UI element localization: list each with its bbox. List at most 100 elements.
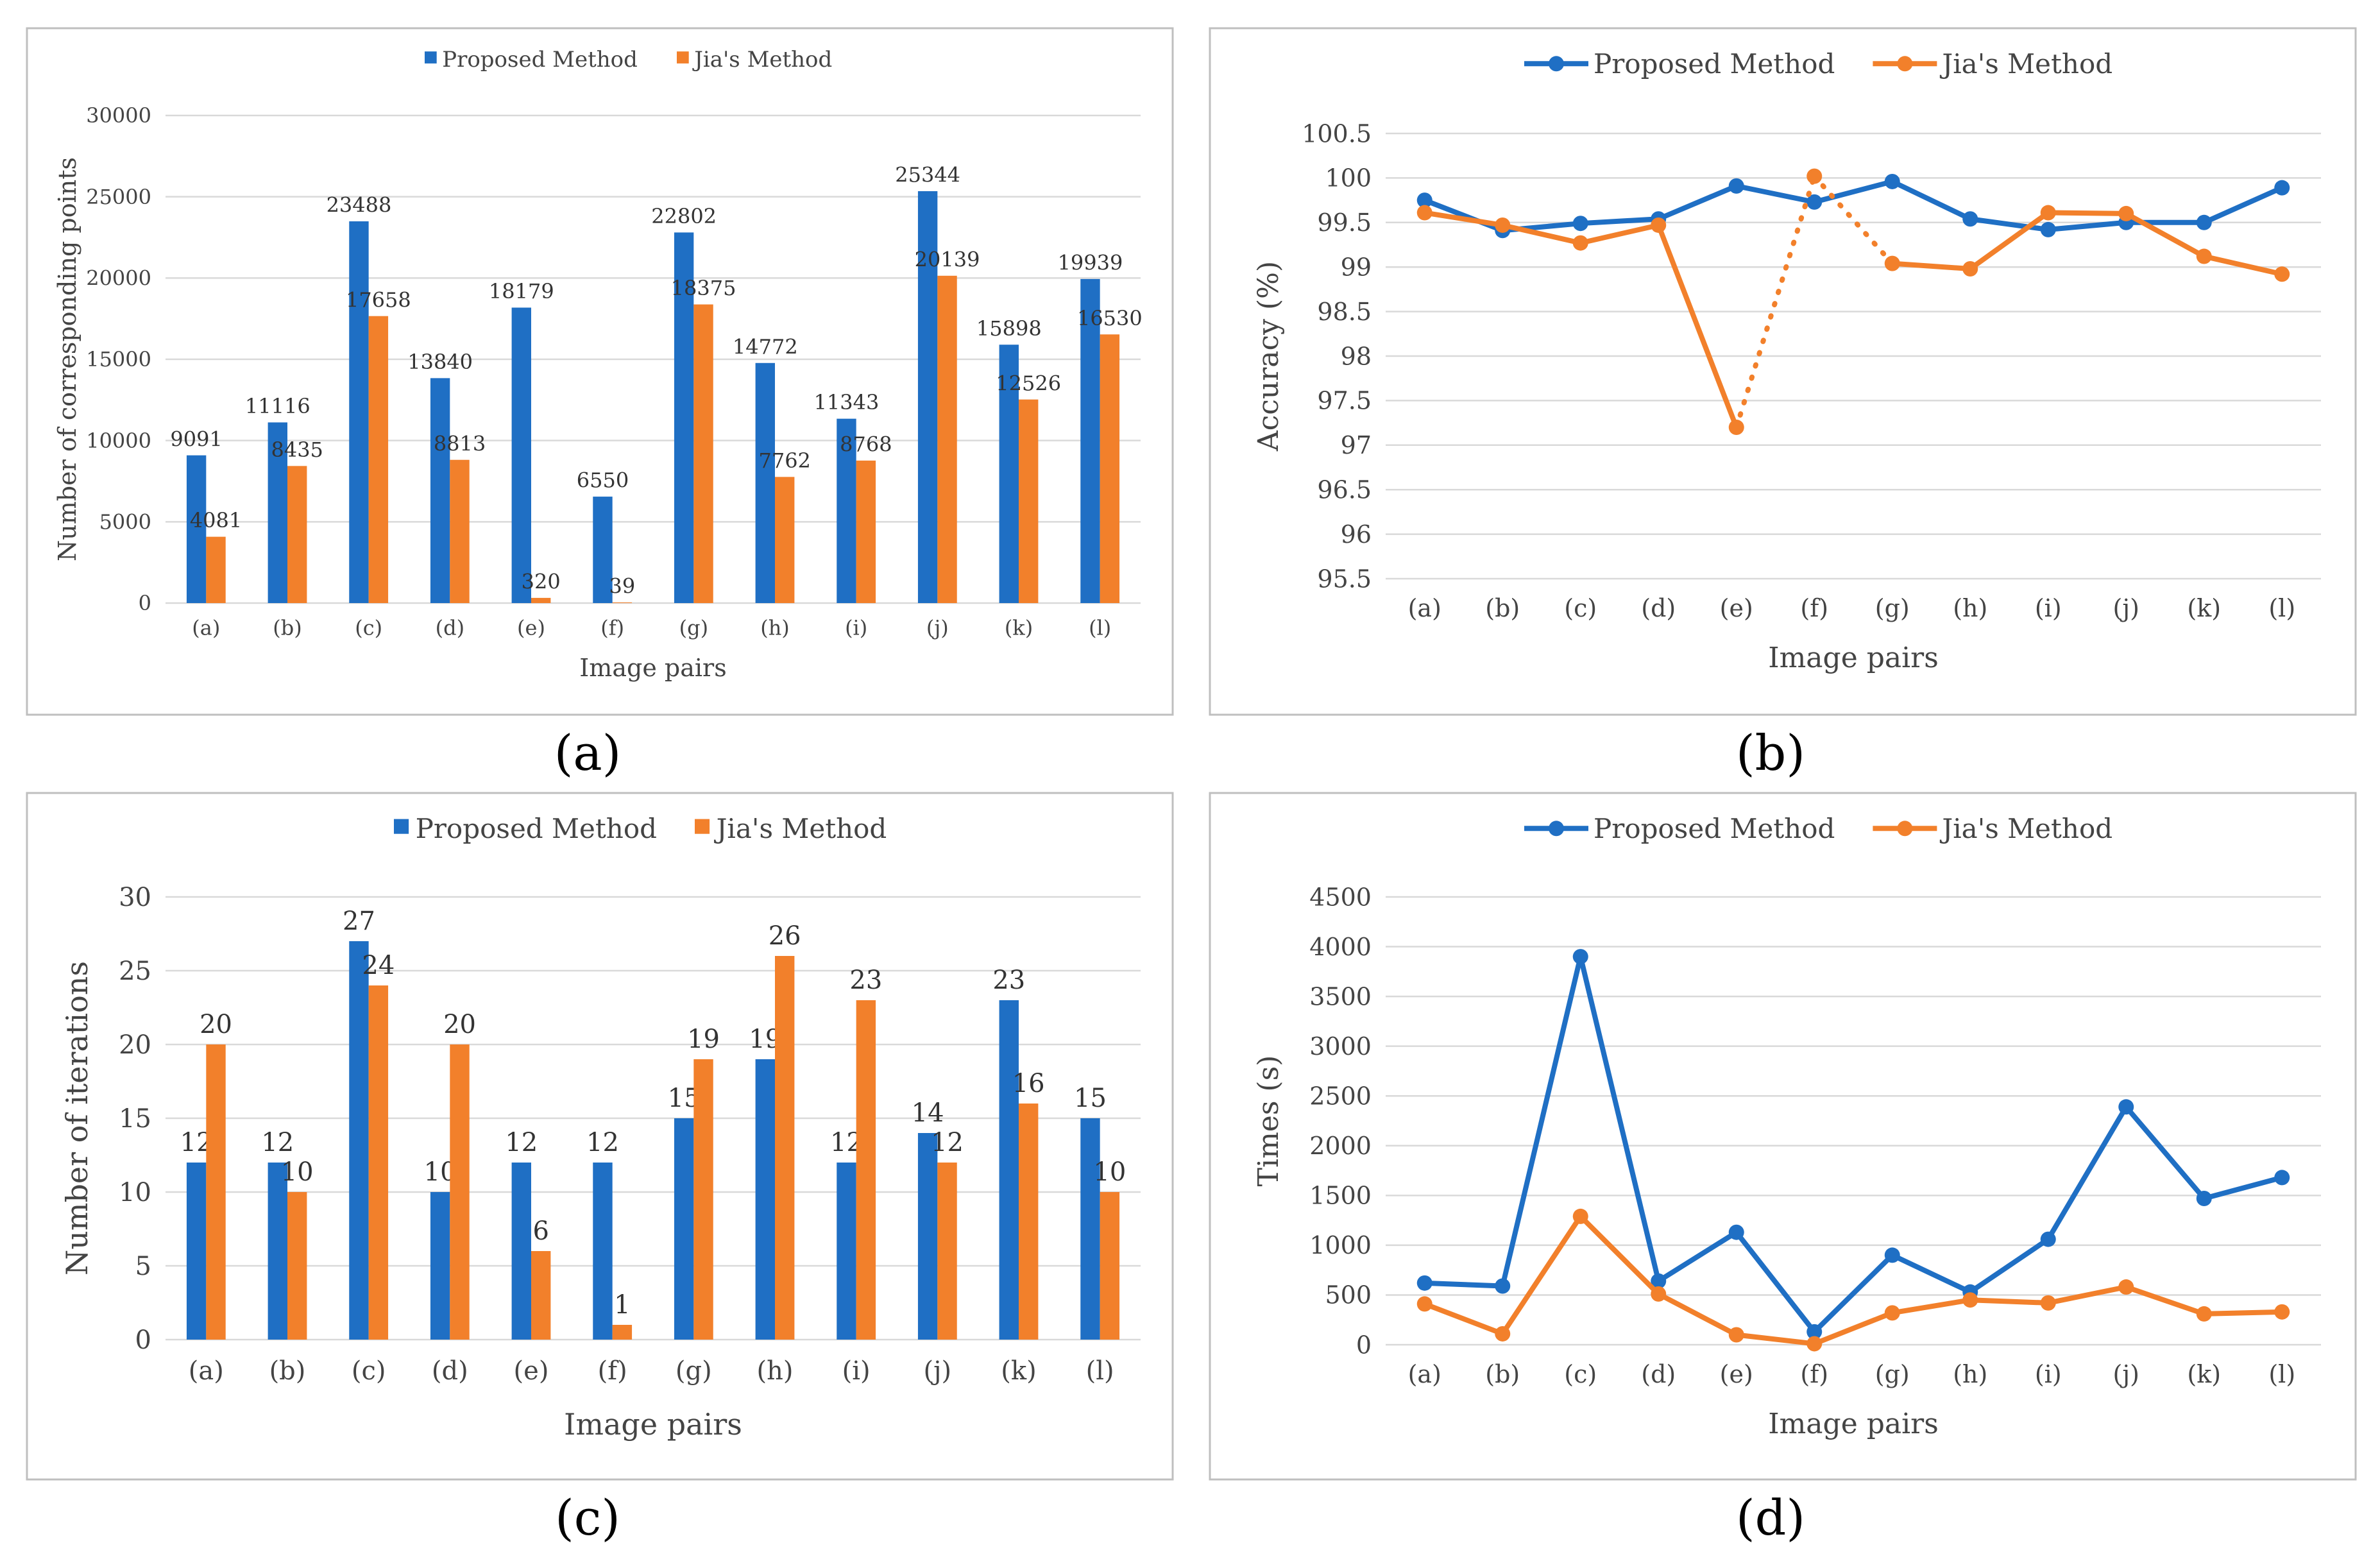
x-tick-label: (g) (1875, 594, 1910, 622)
data-point (1495, 217, 1511, 233)
data-point (1728, 420, 1744, 436)
x-axis-title: Image pairs (1768, 642, 1939, 674)
x-tick-label: (h) (1953, 1360, 1987, 1388)
data-point (1884, 173, 1900, 189)
data-point (1728, 1224, 1744, 1240)
y-tick-label: 99.5 (1317, 209, 1372, 237)
data-point (1572, 1208, 1588, 1224)
data-point (1884, 1247, 1900, 1263)
data-label: 16530 (1077, 306, 1143, 330)
x-tick-label: (f) (1800, 1360, 1828, 1388)
x-tick-label: (f) (598, 1356, 627, 1386)
data-label: 14 (912, 1098, 944, 1128)
data-point (1962, 211, 1978, 227)
data-label: 27 (343, 907, 375, 936)
bar (937, 275, 957, 603)
y-tick-label: 100.5 (1302, 119, 1372, 148)
series-line-segment (1812, 1310, 1895, 1347)
y-tick-label: 0 (1356, 1331, 1372, 1359)
data-label: 18375 (671, 276, 736, 300)
y-tick-label: 3500 (1309, 982, 1372, 1010)
data-label: 8435 (271, 438, 323, 462)
x-tick-label: (d) (1641, 594, 1676, 622)
x-tick-label: (l) (2268, 594, 2295, 622)
series-line-segment (2123, 1104, 2207, 1201)
x-axis-title: Image pairs (579, 654, 726, 682)
data-point (1495, 1325, 1511, 1342)
data-point (1495, 1278, 1511, 1294)
bar (593, 497, 613, 603)
chart-c: 0 5 10 15 20 25 30 (a) (b) (c) (d) (e) (f) (g) (h) (i) (… (60, 813, 1141, 1442)
bar (856, 460, 876, 603)
data-label: 1 (614, 1290, 630, 1320)
bar (937, 1163, 957, 1340)
data-point (1962, 260, 1978, 277)
chart-a: 0 5000 10000 15000 20000 25000 30000 (a) (b) (c) (… (53, 47, 1143, 682)
x-tick-label: (d) (436, 616, 464, 640)
data-label: 12 (261, 1128, 294, 1157)
y-tick-label: 30000 (86, 103, 151, 128)
data-point (2040, 221, 2056, 237)
y-tick-label: 1000 (1309, 1231, 1372, 1259)
y-tick-label: 96 (1341, 520, 1372, 549)
bar (450, 1044, 470, 1340)
x-tick-label: (b) (1485, 1360, 1520, 1388)
bar (755, 362, 775, 603)
data-point (1572, 949, 1588, 965)
bar (674, 232, 694, 603)
series-line-segment (1577, 222, 1662, 246)
legend-marker (1897, 821, 1913, 837)
data-point (2040, 1231, 2056, 1247)
y-tick-label: 97 (1341, 431, 1372, 459)
bar (1080, 1118, 1100, 1340)
x-tick-label: (c) (1564, 1360, 1597, 1388)
y-tick-label: 10 (119, 1178, 151, 1207)
x-tick-label: (e) (1720, 1360, 1753, 1388)
x-tick-label: (b) (1485, 594, 1520, 622)
bar (837, 1163, 856, 1340)
series-line-segment (2045, 219, 2129, 232)
y-tick-label: 25 (119, 957, 151, 986)
series-line-segment (1422, 1301, 1506, 1336)
y-tick-label: 10000 (86, 429, 151, 453)
series-line-segment (2123, 1284, 2207, 1317)
series-line-segment (1812, 1252, 1895, 1334)
bar (612, 1325, 633, 1340)
figure-label-d: (d) (1736, 1489, 1805, 1546)
data-label: 20139 (915, 247, 980, 271)
data-label: 25344 (895, 163, 960, 187)
legend-marker (1897, 56, 1913, 72)
x-tick-label: (e) (517, 616, 545, 640)
y-tick-label: 95.5 (1317, 565, 1372, 593)
y-tick-label: 5000 (99, 510, 151, 534)
x-tick-label: (l) (1086, 1356, 1114, 1386)
data-point (1806, 194, 1823, 210)
y-tick-label: 3000 (1309, 1032, 1372, 1061)
data-point (2118, 1099, 2134, 1115)
y-axis-title: Number of corresponding points (53, 157, 81, 561)
bar (511, 1163, 531, 1340)
series-line-segment (1889, 1252, 1973, 1295)
series-dotted-segment (1733, 173, 1817, 430)
data-point (1572, 216, 1588, 232)
data-point (1416, 1275, 1432, 1291)
bar (674, 1118, 694, 1340)
data-point (1884, 1305, 1900, 1321)
x-tick-label: (i) (842, 1356, 871, 1386)
series-line-segment (1889, 1297, 1973, 1316)
data-point (2118, 205, 2134, 221)
legend-label: Proposed Method (416, 813, 657, 844)
bar (917, 1133, 938, 1340)
data-point (2040, 1295, 2056, 1311)
x-tick-label: (j) (2113, 1360, 2139, 1388)
series-line-segment (1500, 1213, 1583, 1336)
series-line-segment (1422, 210, 1506, 228)
series-line-segment (1889, 178, 1973, 222)
bar (349, 221, 369, 603)
figure-label-b: (b) (1736, 724, 1805, 781)
data-label: 26 (769, 921, 801, 951)
x-axis-title: Image pairs (564, 1407, 742, 1442)
x-tick-label: (c) (355, 616, 382, 640)
data-point (2040, 205, 2056, 221)
x-tick-label: (k) (2187, 594, 2221, 622)
